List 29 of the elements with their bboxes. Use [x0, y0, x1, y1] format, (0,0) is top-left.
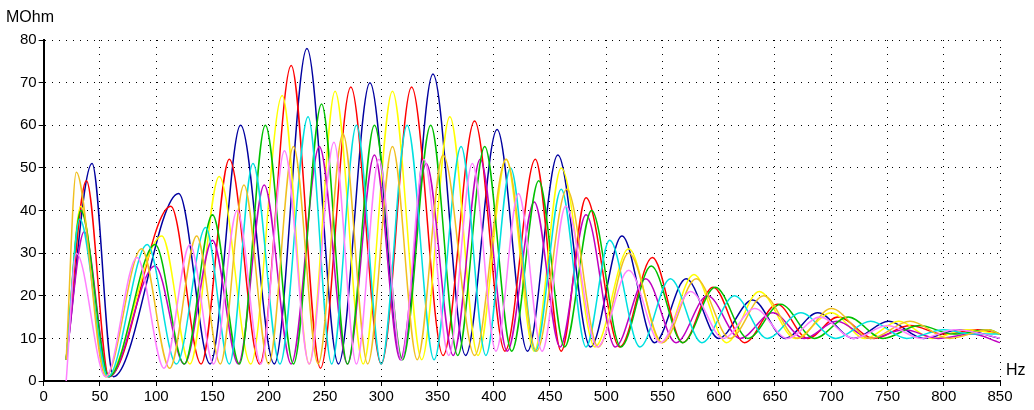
y-axis-title: MOhm [6, 8, 54, 26]
x-tick-label: 100 [143, 387, 169, 405]
x-tick-label: 500 [593, 387, 619, 405]
x-tick-label: 600 [706, 387, 732, 405]
x-tick-label: 550 [649, 387, 675, 405]
y-tick-label: 20 [20, 285, 37, 303]
x-tick-label: 300 [368, 387, 394, 405]
x-tick-label: 850 [987, 387, 1013, 405]
x-tick-label: 0 [39, 387, 48, 405]
x-tick-label: 700 [818, 387, 844, 405]
y-tick-label: 60 [20, 115, 37, 133]
x-tick-label: 150 [199, 387, 225, 405]
y-tick-label: 10 [20, 328, 37, 346]
x-tick-label: 400 [481, 387, 507, 405]
y-tick-label: 40 [20, 200, 37, 218]
x-tick-label: 750 [874, 387, 901, 405]
x-tick-label: 650 [762, 387, 788, 405]
y-tick-label: 70 [20, 72, 37, 90]
y-tick-label: 0 [28, 371, 37, 389]
x-tick-label: 50 [91, 387, 109, 405]
x-axis-title: Hz [1006, 361, 1026, 379]
y-tick-label: 80 [20, 30, 37, 48]
x-tick-label: 250 [312, 387, 338, 405]
x-tick-label: 350 [424, 387, 450, 405]
y-tick-label: 50 [20, 158, 37, 176]
x-tick-label: 800 [931, 387, 957, 405]
y-tick-label: 30 [20, 243, 37, 261]
x-tick-label: 450 [537, 387, 563, 405]
x-tick-label: 200 [256, 387, 282, 405]
